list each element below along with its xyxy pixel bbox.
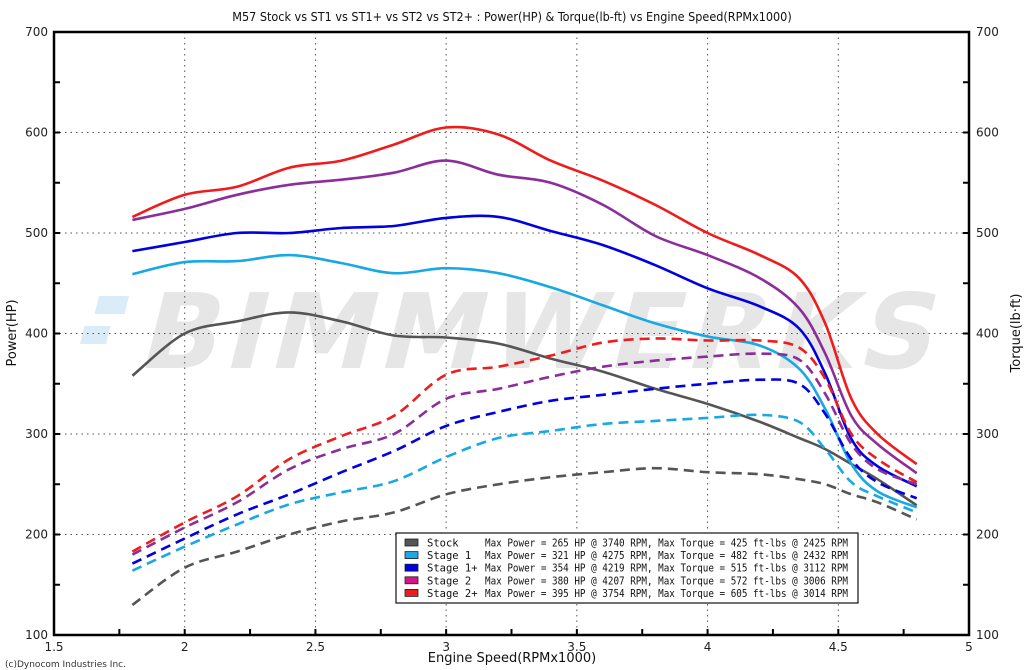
power-line-stage-1-plus [131,378,918,565]
x-tick-label: 2.5 [306,640,325,654]
legend-stats-stock: Max Power = 265 HP @ 3740 RPM, Max Torqu… [485,538,848,550]
x-tick-label: 3 [442,640,450,654]
legend-label-stage-2-plus: Stage 2+ [427,588,478,600]
power-line-stage-1 [131,413,918,572]
y-tick-label-right: 200 [976,528,999,542]
y-tick-labels: 100 100 200 200 300 300 400 400 500 500 600 600 700 7… [25,25,999,642]
legend-swatch-stage-1-plus [404,563,419,572]
copyright-text: (c)Dynocom Industries Inc. [5,660,126,670]
legend-swatch-stock [404,538,419,547]
x-tick-labels: 1.5 2 2.5 3 3.5 4 4.5 5 [44,640,972,654]
y-axis-label-right: Torque(lb·ft) [1009,294,1024,374]
y-tick-label-left: 300 [25,427,48,441]
torque-line-stock [131,311,918,507]
y-tick-label-left: 500 [25,226,48,240]
y-tick-label-right: 700 [976,25,999,39]
y-tick-label-right: 500 [976,226,999,240]
chart-title: M57 Stock vs ST1 vs ST1+ vs ST2 vs ST2+ … [232,9,791,24]
y-tick-label-left: 100 [25,628,48,642]
x-tick-label: 4 [704,640,712,654]
legend: Stock Max Power = 265 HP @ 3740 RPM, Max … [395,532,859,604]
watermark-text: BIMMWERKS [130,271,960,392]
legend-swatch-stage-2 [404,576,419,585]
legend-label-stage-1: Stage 1 [427,550,471,562]
y-tick-label-left: 200 [25,528,48,542]
power-line-stage-2 [131,352,918,556]
y-tick-label-right: 400 [976,327,999,341]
y-tick-label-right: 300 [976,427,999,441]
legend-stats-stage-2: Max Power = 380 HP @ 4207 RPM, Max Torqu… [485,575,848,587]
legend-stats-stage-2-plus: Max Power = 395 HP @ 3754 RPM, Max Torqu… [485,588,848,600]
x-axis-label: Engine Speed(RPMx1000) [428,651,596,666]
curves [131,125,918,606]
x-tick-label: 3.5 [567,640,586,654]
legend-swatch-stage-1 [404,551,419,559]
x-tick-label: 1.5 [44,640,63,654]
y-tick-label-left: 600 [25,126,48,140]
x-tick-label: 5 [965,640,973,654]
legend-stats-stage-1: Max Power = 321 HP @ 4275 RPM, Max Torqu… [485,550,848,562]
y-tick-label-left: 400 [25,327,48,341]
x-tick-label: 2 [181,640,189,654]
power-line-stage-2-plus [131,337,918,553]
legend-stats-stage-1-plus: Max Power = 354 HP @ 4219 RPM, Max Torqu… [485,563,848,575]
torque-line-stage-2 [132,159,918,475]
y-tick-label-left: 700 [25,25,48,39]
power-line-stock [131,466,918,606]
x-tick-label: 4.5 [829,640,848,654]
legend-label-stage-1-plus: Stage 1+ [427,563,478,575]
y-tick-label-right: 600 [976,126,999,140]
y-tick-label-right: 100 [976,628,999,642]
axis-ticks [53,31,970,636]
legend-label-stock: Stock [427,538,459,550]
y-axis-label-left: Power(HP) [5,299,20,366]
torque-line-stage-1 [132,253,918,509]
legend-label-stage-2: Stage 2 [427,575,471,587]
legend-swatch-stage-2-plus [404,589,419,597]
torque-line-stage-2-plus [131,125,918,466]
